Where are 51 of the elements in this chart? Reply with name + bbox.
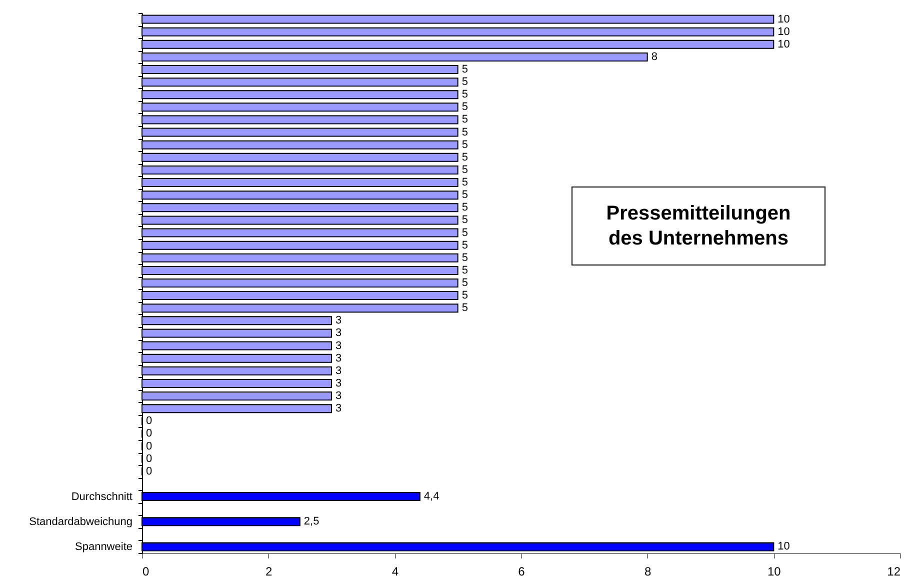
data-label: 0 [146,452,152,465]
data-label: 5 [462,164,468,176]
data-label: 0 [146,428,152,440]
data-label: 5 [462,214,468,226]
data-label: 5 [462,126,468,138]
data-label: 5 [462,252,468,264]
data-label: 5 [462,239,468,252]
data-label: 10 [778,540,790,553]
data-label: 5 [462,64,468,76]
x-tick-label: 6 [518,564,526,578]
data-label: 5 [462,114,468,126]
y-tick-label: Spannweite [75,541,132,554]
data-label: 5 [462,264,468,276]
data-label: 0 [146,465,152,478]
data-label: 4,4 [424,490,440,502]
data-label: 3 [336,364,342,377]
data-label: 5 [462,138,468,151]
data-label: 3 [336,352,342,364]
data-label: 5 [462,277,468,289]
x-tick-label: 2 [265,564,272,578]
data-label: 3 [336,314,342,327]
data-label: 0 [146,415,152,428]
x-tick-label: 12 [887,564,901,578]
x-tick-label: 10 [767,564,782,578]
x-tick-label: 0 [142,564,150,578]
data-label: 5 [462,290,468,302]
data-label: 5 [462,101,468,114]
data-label: 2,5 [304,516,320,528]
x-tick-label: 4 [392,564,399,578]
data-label: 5 [462,189,468,202]
data-label: 3 [336,340,342,352]
data-label: 10 [778,26,790,38]
y-tick-label: Durchschnitt [71,490,132,503]
data-label: 3 [336,402,342,415]
data-label: 5 [462,226,468,239]
x-tick-label: 8 [644,564,652,578]
data-label: 3 [336,377,342,390]
data-label: 5 [462,302,468,314]
data-label: 3 [336,327,342,340]
data-label: 0 [146,440,152,452]
data-label: 5 [462,76,468,88]
data-label: 10 [778,13,790,26]
data-label: 5 [462,176,468,189]
data-label: 8 [651,50,658,63]
text: Pressemitteilungen des Unternehmens [606,202,791,250]
data-label: 5 [462,88,468,101]
data-label: 5 [462,202,468,214]
data-label: 10 [778,38,790,50]
data-label: 5 [462,151,468,164]
y-tick-label: Standardabweichung [29,516,132,528]
data-label: 3 [336,390,342,402]
